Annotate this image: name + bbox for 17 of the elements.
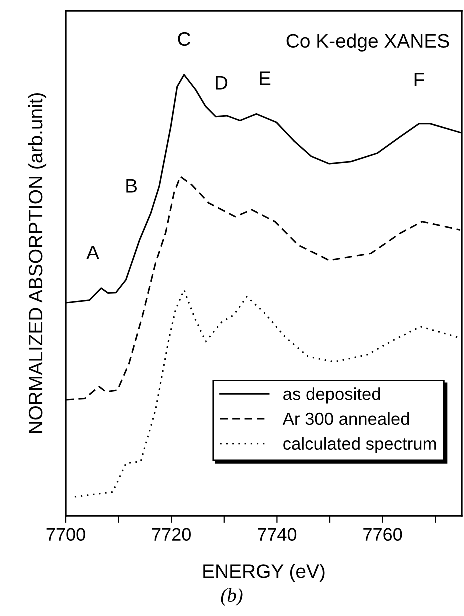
x-tick-label: 7700	[46, 528, 86, 542]
annotation: A	[86, 246, 100, 260]
legend-label: Ar 300 annealed	[282, 412, 410, 426]
x-tick-label: 7760	[364, 528, 402, 542]
annotation: C	[178, 32, 191, 46]
annotation: B	[126, 179, 138, 193]
x-tick-label: 7740	[258, 528, 297, 542]
annotation: F	[414, 73, 424, 87]
x-tick-label: 7720	[152, 528, 191, 542]
legend-label: calculated spectrum	[284, 437, 436, 454]
text: (b)	[221, 588, 243, 606]
annotation: D	[216, 76, 228, 90]
x-axis-title: ENERGY (eV)	[204, 564, 325, 582]
text: Co K-edge XANES	[286, 34, 450, 52]
annotation: E	[260, 72, 271, 86]
legend-label: as deposited	[284, 388, 380, 404]
y-axis-title: NORMALIZED ABSORPTION (arb.unit)	[28, 93, 47, 434]
